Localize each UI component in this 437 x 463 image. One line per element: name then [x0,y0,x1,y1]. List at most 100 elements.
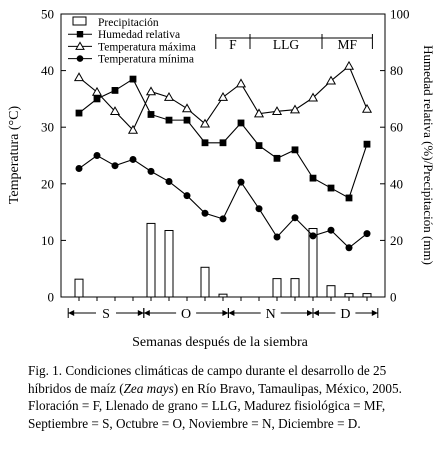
left-tick-label: 10 [41,233,54,248]
caption-species: Zea mays [123,380,174,396]
humidity-point [201,139,209,147]
tmax-point [325,75,337,85]
tmax-point [253,108,265,118]
left-axis-label: Temperatura (°C) [7,106,22,205]
tmin-point [93,152,101,159]
precip-bar [200,266,210,298]
stage-label: F [229,37,237,52]
x-axis-label: Semanas después de la siembra [132,335,309,350]
right-tick-label: 100 [390,7,410,22]
precip-bar [308,228,318,298]
tmax-point [181,103,193,113]
month-arrow-head [68,310,75,316]
legend-label: Humedad relativa [98,29,180,41]
left-tick-label: 50 [41,7,54,22]
left-y-axis: 0 10 20 30 40 50 [41,7,66,305]
legend-label: Temperatura máxima [98,41,196,53]
tmax-point [127,124,139,134]
tmax-point [235,78,247,88]
legend-label: Temperatura mínima [98,54,194,66]
tmax-point [163,91,175,101]
caption-suffix: ) en Río Bravo, Tamaulipas, México, 2005… [28,380,402,431]
tmax-point [145,86,157,96]
month-arrow-head [228,310,235,316]
caption-prefix: Fig. 1. Condiciones climáticas de campo … [28,363,387,396]
series-lines [73,60,373,252]
left-tick-label: 20 [41,176,54,191]
tmin-point [75,165,83,173]
humidity-point [255,142,263,149]
humidity-point [237,119,245,127]
tmin-point [165,178,173,186]
humidity-point [273,154,281,162]
tmin-point [237,178,245,186]
tmin-point [273,233,281,241]
phenological-stages: F LLG MF [215,34,373,52]
precip-bar [290,278,300,298]
tmin-point [255,205,263,213]
tmin-point [129,155,137,163]
precip-bar [326,285,336,298]
month-label: S [102,307,110,322]
right-tick-label: 20 [390,233,403,248]
legend-marker-circle [76,55,84,62]
tmin-point [183,192,191,200]
tmax-point [73,72,85,82]
tmax-point [361,103,373,113]
month-arrow-head [143,310,150,316]
humidity-point [291,146,299,154]
precip-bar [146,222,156,298]
humidity-point [111,87,119,94]
humidity-point [309,174,317,182]
right-tick-label: 40 [390,176,403,191]
month-label: D [340,307,350,322]
stage-label: MF [337,37,357,52]
tmin-point [327,226,335,234]
left-tick-label: 30 [41,120,54,135]
precip-bar [272,278,282,298]
precip-bar [362,293,372,298]
tmax-point [271,106,283,116]
precip-bar [218,293,228,298]
tmax-point [199,118,211,128]
tmax-point [289,104,301,114]
right-y-axis: 0 20 40 60 80 100 [380,7,410,305]
humidity-point [75,109,83,117]
month-arrow-head [222,310,229,316]
tmin-point [201,209,209,217]
month-label: N [266,307,276,322]
month-arrow-head [137,310,144,316]
left-tick-label: 0 [48,290,55,305]
humidity-point [129,75,137,83]
legend-marker-square [76,31,84,38]
stage-label: LLG [273,37,299,52]
month-arrow-head [307,310,313,316]
precip-bar [344,293,354,298]
right-tick-label: 60 [390,120,403,135]
humidity-point [363,140,371,148]
precip-bar [74,278,84,298]
tmax-point [109,106,121,116]
tmin-point [111,162,119,170]
legend-marker-triangle [75,41,85,50]
precip-bar [164,229,174,298]
legend-swatch-precip [72,16,87,26]
humidity-point [165,116,173,124]
precipitation-bars [74,222,372,298]
climate-chart: 0 10 20 30 40 50 0 20 40 60 80 100 F LLG MF S O N D Pre… [7,7,436,351]
tmin-point [363,230,371,238]
humidity-point [345,194,353,202]
figure-caption: Fig. 1. Condiciones climáticas de campo … [28,362,418,432]
tmax-point [91,86,103,96]
right-tick-label: 80 [390,63,403,78]
humidity-point [327,184,335,192]
tmax-point [217,91,229,101]
month-arrow-head [313,310,319,316]
humidity-point [93,95,101,103]
tmin-point [219,215,227,223]
tmin-point [291,214,299,222]
tmax-point [343,60,355,70]
humidity-point [147,111,155,118]
